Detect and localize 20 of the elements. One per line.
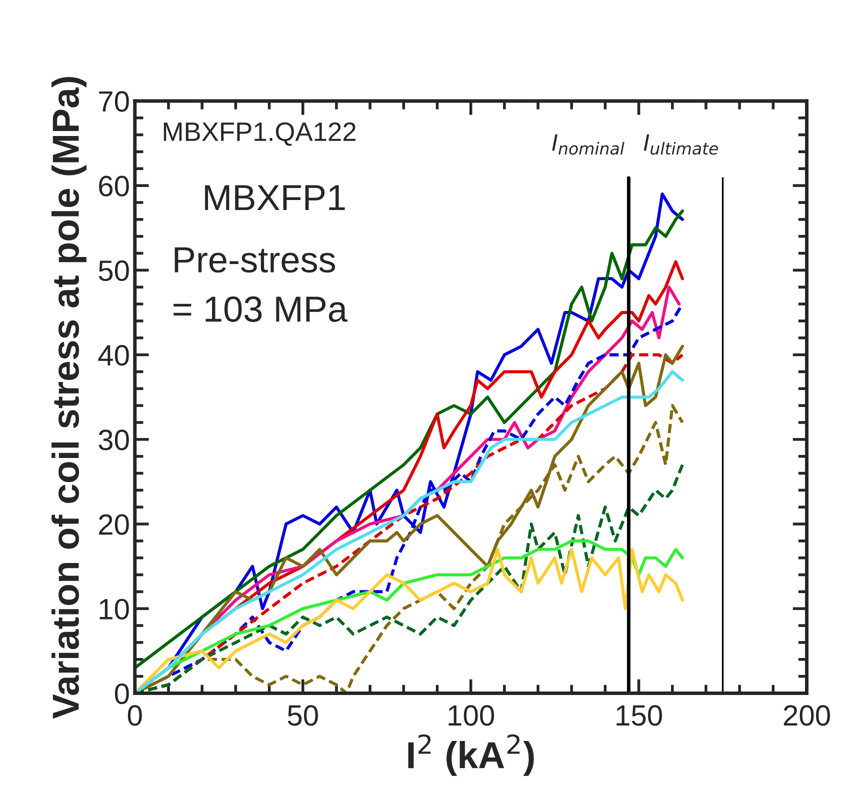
- x-tick-label: 150: [616, 705, 662, 726]
- ref-line-label: I$_{nominal}$: [552, 134, 624, 155]
- y-tick-label: 50: [98, 260, 129, 282]
- y-axis-title: Variation of coil stress at pole (MPa): [52, 76, 86, 719]
- y-tick-label: 10: [100, 598, 129, 620]
- ref-line-label: I$_{ultimate}$: [644, 134, 718, 155]
- y-tick-label: 60: [99, 176, 129, 196]
- y-tick-label: 0: [114, 683, 129, 704]
- y-tick-label: 30: [98, 430, 129, 450]
- x-axis-title: I$^{2}$ (kA$^{2}$): [408, 734, 534, 776]
- x-tick-label: 100: [448, 705, 494, 726]
- y-tick-label: 20: [99, 514, 129, 535]
- x-tick-label: 0: [128, 705, 142, 726]
- y-tick-label: 40: [98, 345, 129, 366]
- annotation: Pre-stress = 103 MPa: [174, 247, 348, 322]
- y-tick-label: 70: [99, 91, 129, 112]
- annotation: MBXFP1.QA122: [164, 122, 356, 146]
- x-tick-label: 200: [784, 705, 830, 726]
- x-tick-label: 50: [288, 705, 318, 726]
- annotation: MBXFP1: [205, 185, 345, 210]
